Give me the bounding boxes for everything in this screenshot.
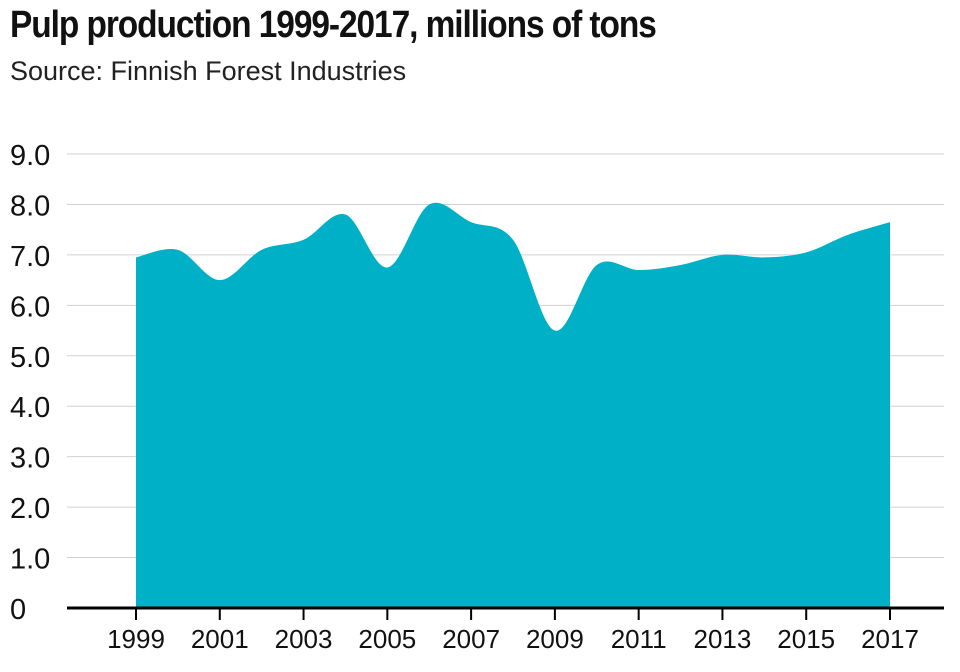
x-tick-label: 2017 — [861, 624, 919, 654]
y-tick-label: 7.0 — [10, 241, 50, 273]
y-tick-label: 2.0 — [10, 493, 50, 525]
area-series — [136, 202, 890, 608]
chart-subtitle: Source: Finnish Forest Industries — [10, 56, 407, 86]
y-tick-label: 3.0 — [10, 443, 50, 475]
y-tick-label: 9.0 — [10, 140, 50, 172]
x-axis-ticks — [135, 608, 891, 620]
y-tick-label: 4.0 — [10, 392, 50, 424]
y-tick-label: 5.0 — [10, 342, 50, 374]
y-tick-label: 6.0 — [10, 291, 50, 323]
x-tick-label: 2009 — [526, 624, 584, 654]
y-tick-label: 8.0 — [10, 190, 50, 222]
x-tick-label: 2007 — [442, 624, 500, 654]
x-tick-label: 2011 — [611, 624, 667, 654]
y-tick-label: 0 — [10, 594, 26, 626]
x-tick-label: 2001 — [191, 624, 249, 654]
chart-title: Pulp production 1999-2017, millions of t… — [10, 4, 657, 46]
x-axis-labels: 1999 2001 2003 2005 2007 2009 2011 2013 2015 2017 — [107, 624, 919, 654]
x-tick-label: 2015 — [777, 624, 835, 654]
x-tick-label: 2005 — [358, 624, 416, 654]
x-tick-label: 2013 — [694, 624, 752, 654]
y-axis-labels: 0 1.0 2.0 3.0 4.0 5.0 6.0 7.0 8.0 9.0 — [10, 140, 50, 626]
y-tick-label: 1.0 — [10, 544, 50, 576]
x-tick-label: 2003 — [275, 624, 333, 654]
x-tick-label: 1999 — [107, 624, 165, 654]
